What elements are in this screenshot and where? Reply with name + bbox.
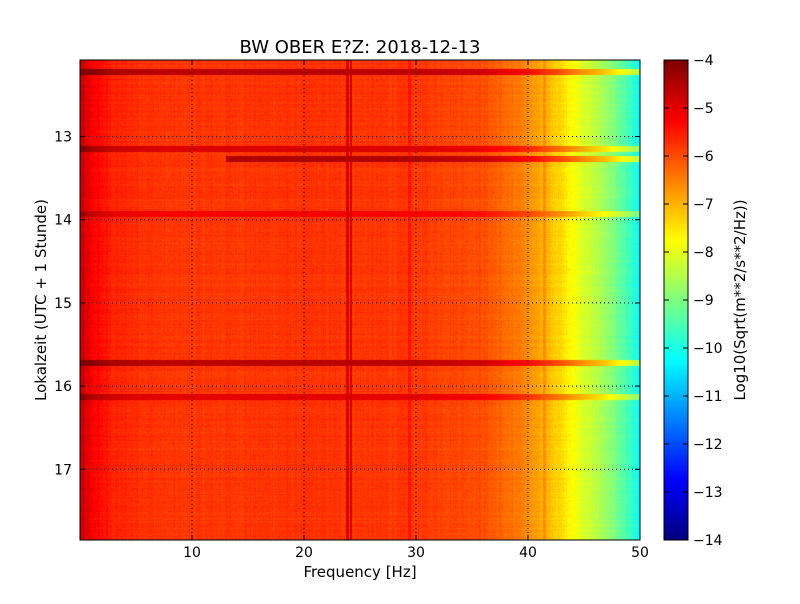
colorbar-tick-label: −13 bbox=[693, 485, 723, 501]
plot-area: 10 20 30 40 50 13 14 15 16 17 bbox=[54, 59, 649, 561]
y-axis-ticks: 13 14 15 16 17 bbox=[54, 130, 640, 478]
colorbar-tick-label: −5 bbox=[693, 101, 714, 117]
x-tick-label: 50 bbox=[631, 545, 649, 561]
x-tick-label: 30 bbox=[407, 545, 425, 561]
y-tick-label: 14 bbox=[54, 213, 72, 229]
plot-frame bbox=[79, 59, 641, 541]
x-axis-ticks: 10 20 30 40 50 bbox=[183, 60, 649, 561]
colorbar-tick-label: −4 bbox=[693, 53, 714, 69]
spectrogram-heatmap bbox=[80, 60, 640, 540]
x-tick-label: 10 bbox=[183, 545, 201, 561]
y-tick-label: 15 bbox=[54, 296, 72, 312]
colorbar-tick-label: −10 bbox=[693, 341, 723, 357]
y-tick-label: 16 bbox=[54, 379, 72, 395]
y-tick-label: 13 bbox=[54, 130, 72, 146]
colorbar: −4 −5 −6 −7 −8 −9 −10 −11 −12 −13 −14 Log10(Sqrt(m… bbox=[663, 53, 749, 549]
grid-lines bbox=[80, 60, 640, 540]
x-axis-label: Frequency [Hz] bbox=[303, 563, 416, 581]
colorbar-tick-label: −7 bbox=[693, 197, 714, 213]
colorbar-label: Log10(Sqrt(m**2/s**2/Hz)) bbox=[731, 199, 749, 400]
chart-title: BW OBER E?Z: 2018-12-13 bbox=[240, 37, 481, 58]
colorbar-tick-label: −11 bbox=[693, 389, 723, 405]
y-tick-label: 17 bbox=[54, 462, 72, 478]
x-tick-label: 20 bbox=[295, 545, 313, 561]
colorbar-tick-label: −12 bbox=[693, 437, 723, 453]
colorbar-ticks: −4 −5 −6 −7 −8 −9 −10 −11 −12 −13 −14 bbox=[664, 53, 723, 549]
colorbar-tick-label: −8 bbox=[693, 245, 714, 261]
x-tick-label: 40 bbox=[519, 545, 537, 561]
y-axis-label: Lokalzeit (UTC + 1 Stunde) bbox=[32, 199, 50, 401]
colorbar-tick-label: −9 bbox=[693, 293, 714, 309]
colorbar-tick-label: −6 bbox=[693, 149, 714, 165]
colorbar-tick-label: −14 bbox=[693, 533, 723, 549]
